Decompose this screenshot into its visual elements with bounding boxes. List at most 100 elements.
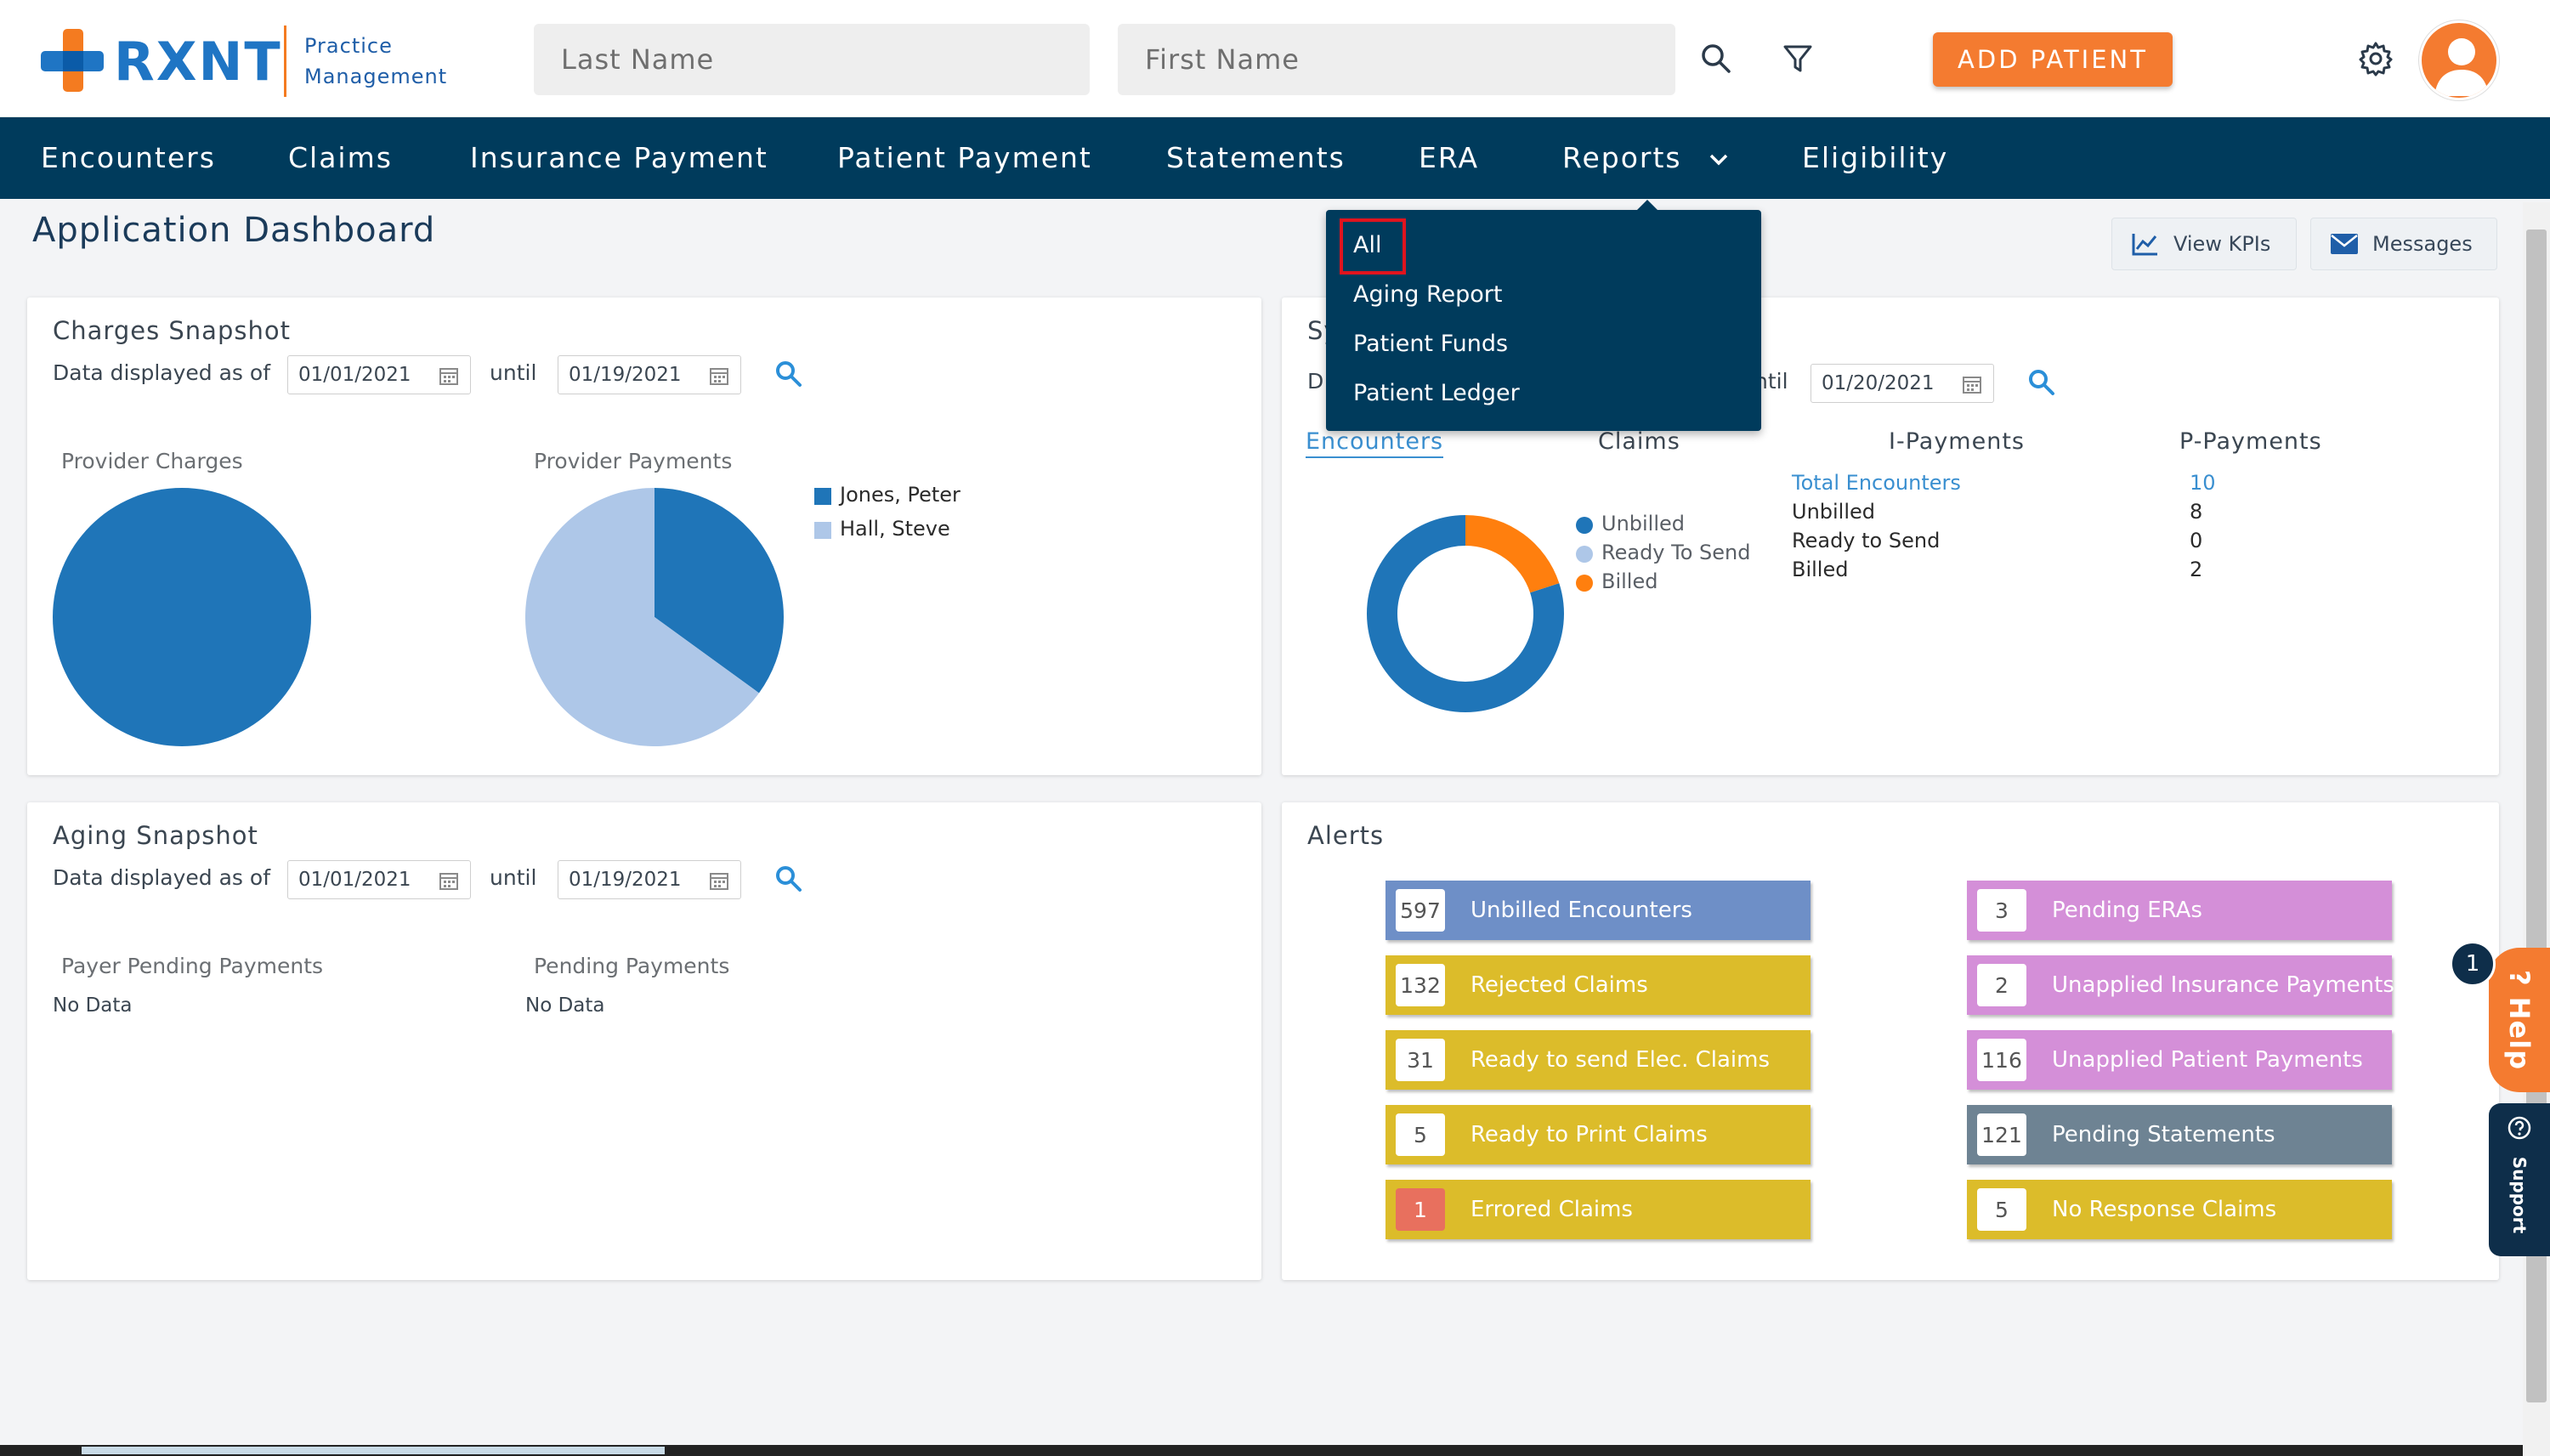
alert-ready-to-print-claims[interactable]: 5 Ready to Print Claims	[1386, 1105, 1810, 1164]
nav-reports-label: Reports	[1562, 141, 1682, 174]
gear-icon[interactable]	[2353, 36, 2399, 82]
alert-count: 5	[1977, 1188, 2026, 1231]
add-patient-button[interactable]: ADD PATIENT	[1933, 32, 2173, 87]
alert-label: Pending ERAs	[2052, 898, 2202, 923]
summary-to-date-value: 01/20/2021	[1822, 372, 1935, 394]
dropdown-caret	[1635, 200, 1659, 212]
charges-to-date-value: 01/19/2021	[569, 364, 682, 386]
nav-eligibility[interactable]: Eligibility	[1802, 141, 1949, 174]
unbilled-label: Unbilled	[1792, 500, 1876, 524]
legend-label-unbilled: Unbilled	[1601, 512, 1686, 535]
aging-until-label: until	[490, 865, 537, 890]
search-icon[interactable]	[1693, 36, 1739, 82]
aging-to-date-value: 01/19/2021	[569, 869, 682, 891]
alert-unapplied-patient-payments[interactable]: 116 Unapplied Patient Payments	[1967, 1030, 2392, 1090]
tab-claims[interactable]: Claims	[1598, 428, 1680, 455]
help-tab[interactable]	[2489, 948, 2550, 1092]
highlight-box	[1340, 218, 1406, 275]
alert-count: 1	[1396, 1188, 1445, 1231]
support-tab-content[interactable]: Support	[2489, 1103, 2550, 1256]
tab-encounters[interactable]: Encounters	[1306, 428, 1444, 458]
alert-count: 3	[1977, 889, 2026, 932]
filter-icon[interactable]	[1775, 36, 1821, 82]
aging-snapshot-card: Aging Snapshot Data displayed as of 01/0…	[27, 802, 1261, 1280]
charges-to-date-input[interactable]: 01/19/2021	[558, 355, 741, 394]
horizontal-scrollbar-thumb[interactable]	[82, 1447, 665, 1454]
alert-rejected-claims[interactable]: 132 Rejected Claims	[1386, 955, 1810, 1015]
alert-ready-to-send-elec-claims[interactable]: 31 Ready to send Elec. Claims	[1386, 1030, 1810, 1090]
search-icon[interactable]	[774, 864, 804, 894]
menu-item-aging-report[interactable]: Aging Report	[1353, 281, 1503, 308]
pie-slice-billed	[1465, 514, 1560, 593]
provider-charges-label: Provider Charges	[61, 449, 243, 473]
provider-payments-pie	[525, 488, 784, 746]
alert-count: 2	[1977, 964, 2026, 1006]
help-notification-badge: 1	[2450, 941, 2496, 987]
alert-label: Ready to send Elec. Claims	[1470, 1047, 1771, 1073]
aging-snapshot-title: Aging Snapshot	[53, 821, 258, 850]
ready-to-send-label: Ready to Send	[1792, 529, 1941, 552]
nav-patient-payment[interactable]: Patient Payment	[837, 141, 1092, 174]
top-header: RXNT Practice Management ADD PATIENT	[0, 0, 2550, 117]
logo-cross-icon	[41, 29, 104, 92]
payer-pending-payments-label: Payer Pending Payments	[61, 954, 324, 978]
messages-button[interactable]: Messages	[2310, 218, 2497, 270]
alert-label: Unbilled Encounters	[1470, 898, 1692, 923]
tab-p-payments[interactable]: P-Payments	[2179, 428, 2322, 455]
help-tab-text[interactable]: ? Help	[2489, 948, 2550, 1092]
logo-subtitle-line2: Management	[304, 65, 448, 88]
pending-payments-label: Pending Payments	[534, 954, 730, 978]
charges-snapshot-card: Charges Snapshot Data displayed as of 01…	[27, 297, 1261, 775]
aging-from-date-input[interactable]: 01/01/2021	[287, 860, 471, 899]
total-encounters-value[interactable]: 10	[2190, 471, 2216, 495]
ready-to-send-value: 0	[2190, 529, 2203, 552]
alert-pending-statements[interactable]: 121 Pending Statements	[1967, 1105, 2392, 1164]
aging-data-as-of-label: Data displayed as of	[53, 865, 270, 890]
logo-subtitle-line1: Practice	[304, 34, 393, 58]
alert-count: 5	[1396, 1113, 1445, 1156]
nav-insurance-payment[interactable]: Insurance Payment	[470, 141, 768, 174]
nav-encounters[interactable]: Encounters	[41, 141, 216, 174]
calendar-icon	[710, 873, 728, 890]
menu-item-patient-funds[interactable]: Patient Funds	[1353, 331, 1509, 357]
nav-claims[interactable]: Claims	[288, 141, 393, 174]
summary-to-date-input[interactable]: 01/20/2021	[1810, 364, 1994, 403]
reports-dropdown-menu: All Aging Report Patient Funds Patient L…	[1326, 200, 1761, 431]
line-chart-icon	[2132, 234, 2157, 256]
alert-count: 121	[1977, 1113, 2026, 1156]
charges-from-date-value: 01/01/2021	[298, 364, 411, 386]
total-encounters-link[interactable]: Total Encounters	[1792, 471, 1961, 495]
legend-label-ready-to-send: Ready To Send	[1601, 541, 1751, 564]
nav-era[interactable]: ERA	[1419, 141, 1480, 174]
search-icon[interactable]	[774, 359, 804, 389]
aging-to-date-input[interactable]: 01/19/2021	[558, 860, 741, 899]
provider-payments-label: Provider Payments	[534, 449, 733, 473]
payer-pending-no-data: No Data	[53, 994, 133, 1017]
nav-reports[interactable]: Reports	[1562, 117, 1730, 199]
tab-i-payments[interactable]: I-Payments	[1889, 428, 2025, 455]
legend-dot-unbilled	[1576, 517, 1593, 534]
view-kpis-button[interactable]: View KPIs	[2111, 218, 2297, 270]
view-kpis-label: View KPIs	[2173, 232, 2271, 256]
alert-label: Unapplied Patient Payments	[2052, 1047, 2363, 1073]
menu-item-patient-ledger[interactable]: Patient Ledger	[1353, 380, 1520, 406]
pie-slice-jones-peter	[53, 488, 311, 746]
legend-dot-ready-to-send	[1576, 546, 1593, 563]
alerts-title: Alerts	[1307, 821, 1385, 850]
user-avatar[interactable]	[2419, 20, 2499, 100]
first-name-input[interactable]	[1118, 24, 1675, 95]
menu-item-all[interactable]: All	[1353, 232, 1382, 258]
alert-pending-eras[interactable]: 3 Pending ERAs	[1967, 881, 2392, 940]
alert-unapplied-insurance-payments[interactable]: 2 Unapplied Insurance Payments	[1967, 955, 2394, 1015]
charges-from-date-input[interactable]: 01/01/2021	[287, 355, 471, 394]
messages-label: Messages	[2372, 232, 2473, 256]
alert-errored-claims[interactable]: 1 Errored Claims	[1386, 1180, 1810, 1239]
question-circle-icon	[2508, 1116, 2531, 1140]
nav-statements[interactable]: Statements	[1166, 141, 1346, 174]
rxnt-logo[interactable]: RXNT Practice Management	[41, 25, 449, 99]
pie-slice-jones-peter	[654, 488, 784, 694]
alert-no-response-claims[interactable]: 5 No Response Claims	[1967, 1180, 2392, 1239]
last-name-input[interactable]	[534, 24, 1090, 95]
search-icon[interactable]	[2026, 367, 2057, 398]
alert-unbilled-encounters[interactable]: 597 Unbilled Encounters	[1386, 881, 1810, 940]
